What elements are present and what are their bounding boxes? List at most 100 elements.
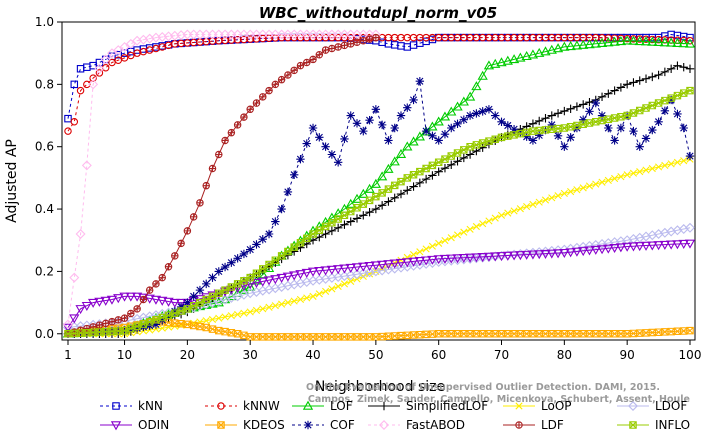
data-point-cof — [327, 150, 337, 159]
data-point-odin — [559, 248, 570, 259]
data-point-odin — [81, 301, 92, 312]
data-point-knnw — [70, 118, 79, 126]
data-point-knnw — [95, 69, 104, 77]
x-tick-label: 100 — [679, 348, 702, 362]
data-point-cof — [233, 254, 242, 263]
data-point-lof — [458, 96, 469, 106]
x-tick-label: 1 — [64, 348, 72, 362]
data-point-odin — [622, 242, 633, 252]
x-tick-label: 30 — [243, 348, 258, 362]
data-point-simplifiedlof — [572, 102, 582, 111]
data-point-lof — [515, 52, 526, 62]
data-point-simplifiedlof — [377, 201, 387, 210]
data-point-odin — [578, 247, 589, 257]
data-point-simplifiedlof — [673, 61, 682, 70]
data-point-loop — [623, 171, 631, 179]
data-point-inflo — [177, 307, 185, 315]
data-point-inflo — [296, 238, 305, 247]
legend-item-knnw: kNNW — [205, 399, 280, 413]
data-point-simplifiedlof — [359, 211, 368, 220]
data-point-lof — [521, 50, 532, 61]
data-point-cof — [629, 126, 638, 136]
data-point-ldf — [321, 46, 330, 54]
data-point-lof — [559, 41, 570, 51]
data-point-inflo — [554, 124, 562, 133]
data-point-cof — [189, 292, 198, 301]
data-point-lof — [596, 37, 608, 47]
data-point-odin — [333, 265, 344, 275]
data-point-ldf — [215, 150, 223, 159]
data-point-inflo — [522, 128, 531, 137]
x-tick-label: 10 — [117, 348, 132, 362]
data-point-ldf — [271, 80, 280, 89]
y-tick-label: 0.2 — [35, 264, 54, 278]
data-point-ldf — [139, 295, 148, 304]
data-point-cof — [673, 109, 682, 119]
data-point-odin — [420, 256, 432, 266]
data-point-cof — [591, 98, 600, 108]
data-point-loop — [240, 309, 248, 317]
data-point-lof — [496, 57, 507, 67]
data-point-inflo — [548, 125, 556, 133]
data-point-lof — [383, 163, 394, 173]
data-point-loop — [535, 198, 543, 206]
data-point-lof — [653, 36, 664, 47]
y-tick-label: 0.0 — [35, 327, 54, 341]
data-point-lof — [534, 47, 545, 57]
data-point-loop — [611, 174, 619, 183]
data-point-lof — [471, 81, 482, 91]
data-point-inflo — [635, 106, 644, 115]
data-point-loop — [441, 236, 449, 245]
data-point-odin — [289, 271, 300, 281]
data-point-inflo — [648, 101, 657, 110]
series-lof — [62, 35, 696, 338]
data-point-cof — [465, 111, 475, 120]
legend-item-kdeos: KDEOS — [205, 418, 285, 432]
data-point-inflo — [491, 135, 499, 143]
data-point-odin — [339, 264, 350, 274]
series-fastabod — [63, 29, 381, 330]
data-point-loop — [347, 277, 355, 285]
data-point-cof — [528, 136, 538, 145]
data-point-odin — [106, 295, 118, 305]
data-point-inflo — [227, 283, 236, 291]
data-point-inflo — [422, 164, 430, 173]
data-point-lof — [433, 116, 444, 126]
data-point-odin — [584, 246, 595, 256]
data-point-inflo — [158, 313, 166, 322]
data-point-kdeos — [240, 331, 248, 340]
data-point-knnw — [139, 47, 148, 56]
data-point-cof — [604, 123, 613, 133]
data-point-inflo — [196, 298, 204, 307]
data-point-ldf — [120, 314, 129, 322]
data-point-odin — [131, 292, 143, 302]
data-point-inflo — [441, 155, 449, 163]
data-point-loop — [252, 306, 261, 314]
data-point-lof — [245, 281, 256, 291]
data-point-loop — [259, 305, 267, 313]
data-point-ldf — [183, 227, 192, 235]
data-point-cof — [453, 119, 462, 129]
data-point-cof — [176, 302, 186, 312]
data-point-cof — [126, 325, 136, 334]
data-point-cof — [340, 134, 349, 144]
data-point-inflo — [447, 152, 456, 160]
data-point-odin — [684, 239, 696, 249]
series-line-cof — [67, 81, 691, 335]
data-point-lof — [571, 40, 583, 50]
data-point-simplifiedlof — [541, 114, 550, 123]
data-point-ldf — [164, 263, 173, 271]
data-point-lof — [414, 131, 425, 141]
data-point-knnw — [101, 63, 110, 72]
data-point-inflo — [233, 280, 242, 288]
data-point-odin — [157, 296, 168, 306]
data-point-fastabod — [119, 41, 130, 52]
data-point-ldf — [127, 309, 135, 318]
data-point-odin — [345, 263, 356, 273]
data-point-simplifiedlof — [390, 193, 399, 203]
data-point-cof — [283, 187, 293, 197]
data-point-odin — [471, 253, 482, 263]
y-tick-label: 0.4 — [35, 202, 54, 216]
data-point-simplifiedlof — [371, 204, 381, 214]
data-point-cof — [377, 120, 387, 130]
